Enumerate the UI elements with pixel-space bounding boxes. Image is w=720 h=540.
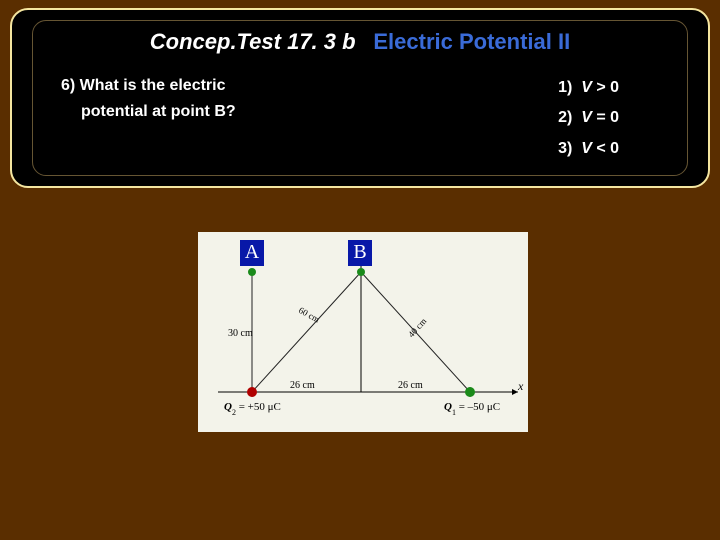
qa-row: 6) What is the electric potential at poi… bbox=[51, 73, 669, 164]
question-line-2: potential at point B? bbox=[61, 99, 236, 125]
question-line-1: 6) What is the electric bbox=[61, 73, 236, 99]
option-3-rel: < 0 bbox=[596, 140, 619, 157]
options-list: 1) V > 0 2) V = 0 3) V < 0 bbox=[558, 73, 619, 164]
option-2-rel: = 0 bbox=[596, 109, 619, 126]
title-row: Concep.Test 17. 3 b Electric Potential I… bbox=[51, 29, 669, 55]
option-2-prefix: 2) bbox=[558, 109, 572, 126]
svg-text:26 cm: 26 cm bbox=[398, 380, 423, 391]
svg-text:60 cm: 60 cm bbox=[297, 305, 321, 325]
svg-text:26 cm: 26 cm bbox=[290, 380, 315, 391]
svg-text:x: x bbox=[517, 379, 524, 393]
svg-text:30 cm: 30 cm bbox=[228, 328, 253, 339]
option-2-var: V bbox=[581, 109, 592, 126]
point-label-a: A bbox=[240, 240, 264, 266]
title-right: Electric Potential II bbox=[373, 29, 570, 54]
svg-text:40 cm: 40 cm bbox=[406, 316, 428, 339]
option-3-var: V bbox=[581, 140, 592, 157]
option-1-var: V bbox=[581, 79, 592, 96]
title-left: Concep.Test 17. 3 b bbox=[150, 29, 356, 54]
question-text: 6) What is the electric potential at poi… bbox=[61, 73, 236, 164]
option-3: 3) V < 0 bbox=[558, 134, 619, 164]
option-2: 2) V = 0 bbox=[558, 103, 619, 133]
question-box-inner: Concep.Test 17. 3 b Electric Potential I… bbox=[32, 20, 688, 176]
svg-text:Q1 = –50 μC: Q1 = –50 μC bbox=[444, 401, 500, 417]
question-box: Concep.Test 17. 3 b Electric Potential I… bbox=[10, 8, 710, 188]
option-1: 1) V > 0 bbox=[558, 73, 619, 103]
option-1-rel: > 0 bbox=[596, 79, 619, 96]
physics-diagram: xyQ2 = +50 μCQ1 = –50 μC30 cm60 cm40 cm2… bbox=[198, 232, 528, 432]
option-3-prefix: 3) bbox=[558, 140, 572, 157]
option-1-prefix: 1) bbox=[558, 79, 572, 96]
point-label-b: B bbox=[348, 240, 372, 266]
svg-text:Q2 = +50 μC: Q2 = +50 μC bbox=[224, 401, 281, 417]
